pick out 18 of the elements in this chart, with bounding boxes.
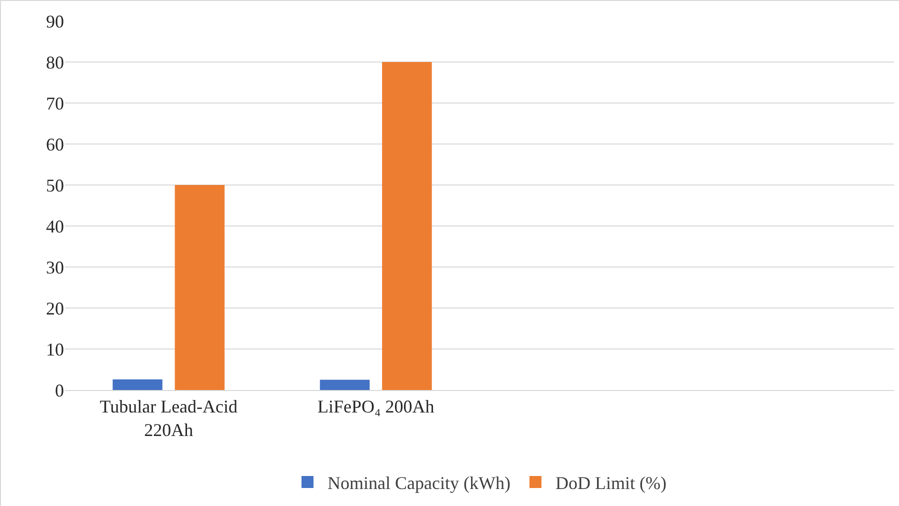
bar (320, 380, 370, 390)
bar (382, 62, 432, 390)
y-tick-label: 60 (46, 134, 64, 154)
bar (112, 379, 162, 390)
y-tick-label: 10 (46, 339, 64, 360)
y-tick-label: 30 (46, 257, 64, 278)
y-tick-label: 50 (46, 175, 64, 196)
y-tick-label: 0 (55, 380, 64, 400)
legend-label: Nominal Capacity (kWh) (328, 473, 510, 494)
y-tick-label: 70 (46, 93, 64, 114)
x-tick-label: Tubular Lead-Acid 220Ah (100, 396, 238, 440)
y-tick-label: 40 (46, 216, 64, 236)
x-tick-label: LiFePO₄ 200Ah (317, 396, 434, 417)
y-tick-label: 90 (46, 11, 64, 32)
y-tick-label: 20 (46, 298, 64, 318)
y-tick-label: 80 (46, 52, 64, 72)
legend-label: DoD Limit (%) (555, 473, 666, 494)
bar (174, 185, 225, 390)
